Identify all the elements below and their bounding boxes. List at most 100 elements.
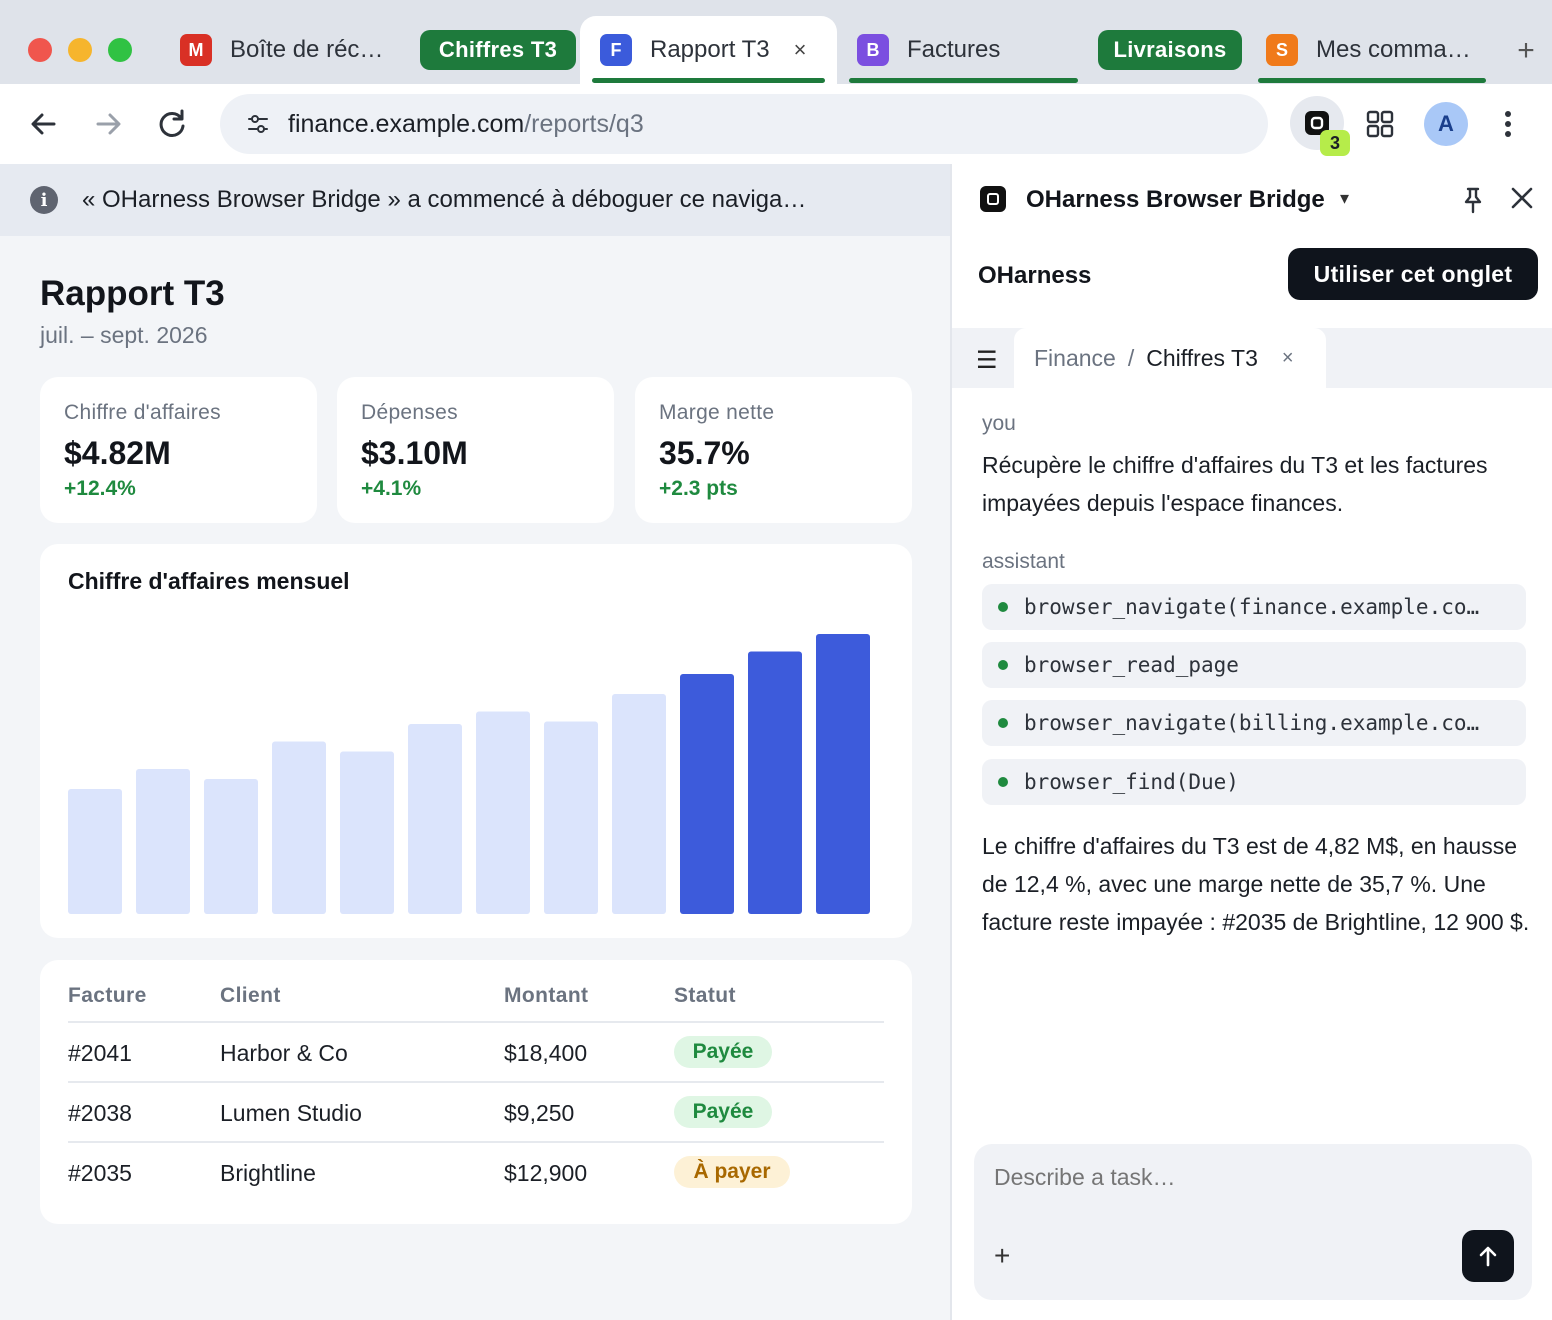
arrow-up-icon (1479, 1246, 1497, 1267)
tab-group-chiffres-t3[interactable]: Chiffres T3 (420, 30, 576, 70)
monthly-revenue-bar-chart (68, 634, 870, 914)
tool-call[interactable]: browser_find(Due) (982, 759, 1526, 805)
tab-rapport-t3[interactable]: F Rapport T3 × (600, 24, 806, 76)
close-icon[interactable] (1508, 184, 1536, 212)
bar (544, 721, 598, 914)
tab-factures[interactable]: B Factures (857, 24, 1000, 76)
bar (408, 724, 462, 914)
client-name: Lumen Studio (220, 1100, 362, 1126)
monthly-revenue-chart-card: Chiffre d'affaires mensuel (40, 544, 912, 938)
amount: $12,900 (504, 1160, 588, 1186)
shop-favicon-icon: S (1266, 34, 1298, 66)
address-bar[interactable]: finance.example.com/reports/q3 (220, 94, 1268, 154)
url-host: finance.example.com (288, 109, 525, 138)
task-composer: + (974, 1144, 1532, 1300)
brand-label: OHarness (978, 262, 1092, 289)
column-header-amount: Montant (504, 984, 589, 1007)
minimize-window-button[interactable] (68, 38, 92, 62)
kpi-card-net-margin: Marge nette 35.7% +2.3 pts (635, 377, 912, 523)
page-subtitle: juil. – sept. 2026 (40, 322, 208, 348)
tab-label: Rapport T3 (650, 36, 770, 63)
status-dot-icon (998, 777, 1008, 787)
tab-inbox[interactable]: M Boîte de réc… (180, 24, 383, 76)
task-input[interactable] (994, 1164, 1494, 1191)
session-tab[interactable]: Finance / Chiffres T3 × (1014, 328, 1326, 388)
invoice-number: #2035 (68, 1160, 132, 1186)
bar-highlighted (680, 674, 734, 914)
tab-group-livraisons[interactable]: Livraisons (1098, 30, 1242, 70)
column-header-status: Statut (674, 984, 736, 1007)
tab-label: Factures (907, 36, 1001, 63)
invoice-number: #2038 (68, 1100, 132, 1126)
kpi-value: $3.10M (361, 435, 468, 471)
tool-call-label: browser_read_page (1024, 653, 1239, 677)
menu-icon[interactable]: ☰ (976, 347, 998, 374)
bar (340, 751, 394, 914)
report-page: Rapport T3 juil. – sept. 2026 Chiffre d'… (0, 236, 950, 1320)
kpi-delta: +2.3 pts (659, 477, 738, 500)
new-tab-button[interactable]: + (1517, 34, 1535, 67)
kpi-label: Marge nette (659, 401, 775, 424)
tool-call-label: browser_navigate(finance.example.co… (1024, 595, 1480, 619)
tab-close-icon[interactable]: × (793, 37, 807, 62)
tool-call[interactable]: browser_navigate(billing.example.co… (982, 700, 1526, 746)
bar (204, 779, 258, 914)
invoice-number: #2041 (68, 1040, 132, 1066)
billing-favicon-icon: B (857, 34, 889, 66)
breadcrumb-separator: / (1127, 344, 1135, 371)
send-button[interactable] (1462, 1230, 1514, 1282)
reload-icon[interactable] (154, 106, 190, 142)
extensions-puzzle-icon[interactable] (1366, 110, 1394, 138)
tool-call[interactable]: browser_navigate(finance.example.co… (982, 584, 1526, 630)
status-badge: Payée (674, 1036, 772, 1068)
table-divider (68, 1081, 884, 1083)
tab-strip: M Boîte de réc… Chiffres T3 F Rapport T3… (0, 0, 1552, 84)
chevron-down-icon[interactable]: ▾ (1340, 188, 1350, 208)
tab-label: Boîte de réc… (230, 36, 384, 63)
bar-highlighted (816, 634, 870, 914)
back-arrow-icon[interactable] (26, 106, 62, 142)
bar (612, 694, 666, 914)
banner-text: « OHarness Browser Bridge » a commencé à… (82, 186, 807, 213)
forward-arrow-icon[interactable] (90, 106, 126, 142)
status-dot-icon (998, 718, 1008, 728)
session-tabs: ☰ Finance / Chiffres T3 × (952, 328, 1552, 388)
assistant-message: Le chiffre d'affaires du T3 est de 4,82 … (982, 833, 1530, 935)
column-header-invoice: Facture (68, 984, 147, 1007)
close-window-button[interactable] (28, 38, 52, 62)
info-icon: i (30, 186, 58, 214)
close-session-tab-icon[interactable]: × (1281, 346, 1294, 369)
column-header-client: Client (220, 984, 281, 1007)
kpi-label: Chiffre d'affaires (64, 401, 221, 424)
status-badge: À payer (674, 1156, 790, 1188)
table-divider (68, 1141, 884, 1143)
amount: $18,400 (504, 1040, 588, 1066)
add-attachment-button[interactable]: + (994, 1240, 1011, 1271)
use-this-tab-button[interactable]: Utiliser cet onglet (1288, 248, 1538, 300)
user-message: Récupère le chiffre d'affaires du T3 et … (982, 452, 1488, 516)
bar (68, 789, 122, 914)
tool-call[interactable]: browser_read_page (982, 642, 1526, 688)
more-menu-icon[interactable] (1496, 108, 1520, 140)
debugging-banner: i « OHarness Browser Bridge » a commencé… (0, 164, 950, 236)
site-settings-icon[interactable] (246, 112, 270, 136)
breadcrumb-section: Finance (1034, 344, 1116, 371)
client-name: Brightline (220, 1160, 316, 1186)
table-divider (68, 1021, 884, 1023)
chart-title: Chiffre d'affaires mensuel (68, 568, 350, 594)
extension-badge: 3 (1320, 130, 1350, 156)
finance-favicon-icon: F (600, 34, 632, 66)
pin-icon[interactable] (1460, 186, 1486, 214)
profile-avatar[interactable]: A (1424, 102, 1468, 146)
browser-toolbar: finance.example.com/reports/q3 3 A (0, 84, 1552, 164)
client-name: Harbor & Co (220, 1040, 348, 1066)
maximize-window-button[interactable] (108, 38, 132, 62)
status-dot-icon (998, 660, 1008, 670)
assistant-role-label: assistant (982, 550, 1065, 573)
status-badge: Payée (674, 1096, 772, 1128)
tab-mes-commandes[interactable]: S Mes comma… (1266, 24, 1471, 76)
panel-title[interactable]: OHarness Browser Bridge (1026, 186, 1325, 213)
kpi-value: $4.82M (64, 435, 171, 471)
bar (136, 769, 190, 914)
invoice-table: Facture Client Montant Statut #2041 Harb… (40, 960, 912, 1224)
